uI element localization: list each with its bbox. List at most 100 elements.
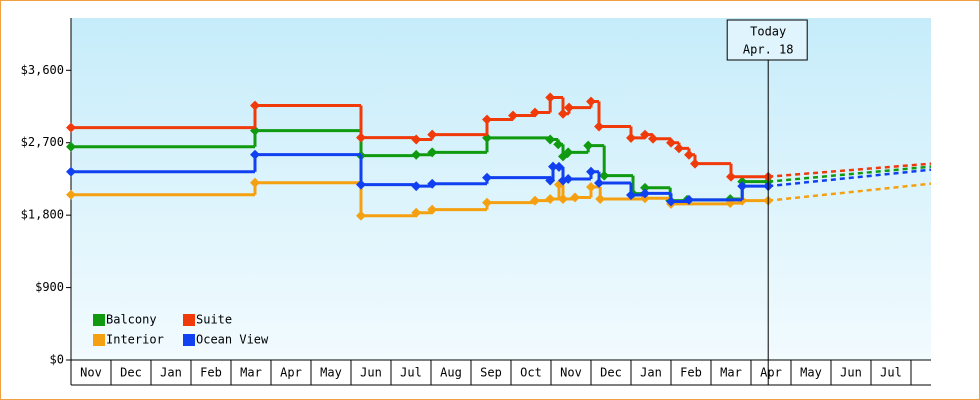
point xyxy=(545,194,556,205)
forecast-line xyxy=(768,168,932,188)
point xyxy=(530,195,540,206)
point xyxy=(586,96,596,107)
x-tick-label: Dec xyxy=(120,366,142,380)
point xyxy=(583,140,594,151)
point xyxy=(564,102,574,113)
y-tick-label: $3,600 xyxy=(21,63,64,77)
x-tick-label: Dec xyxy=(600,366,622,380)
point xyxy=(554,161,564,172)
point xyxy=(640,129,650,140)
point xyxy=(411,134,422,145)
point xyxy=(666,196,676,207)
point xyxy=(482,172,492,183)
legend-swatch xyxy=(93,314,105,326)
legend-swatch xyxy=(183,334,195,346)
point xyxy=(411,207,422,218)
today-box xyxy=(726,19,808,61)
point xyxy=(666,137,676,148)
y-tick-label: $2,700 xyxy=(21,135,64,149)
point xyxy=(66,141,76,152)
point xyxy=(586,182,596,192)
point xyxy=(545,92,556,103)
legend-label: Balcony xyxy=(106,313,157,327)
x-tick-label: Mar xyxy=(240,366,262,380)
plot-layer: $0 $900 $1,800 $2,700 $3,600 Nov Dec Jan Feb Mar A… xyxy=(21,18,932,386)
point xyxy=(482,197,492,208)
point xyxy=(558,108,568,119)
x-tick-label: Mar xyxy=(720,366,742,380)
point xyxy=(594,121,604,132)
point xyxy=(640,188,650,199)
x-tick-label: Sep xyxy=(480,366,502,380)
x-tick-label: Nov xyxy=(560,366,582,380)
point xyxy=(548,161,558,172)
point xyxy=(427,129,438,140)
point xyxy=(690,158,700,169)
x-tick-label: Jan xyxy=(640,366,662,380)
legend-swatch xyxy=(183,314,195,326)
step-segment xyxy=(687,198,743,202)
legend-label: Ocean View xyxy=(196,333,269,347)
point xyxy=(411,181,422,192)
point xyxy=(563,173,574,184)
legend-label: Interior xyxy=(106,333,164,347)
legend-label: Suite xyxy=(196,313,232,327)
x-tick-label: Feb xyxy=(200,366,222,380)
point xyxy=(545,134,556,145)
x-tick-label: Nov xyxy=(80,366,102,380)
today-label: Today xyxy=(750,25,786,39)
plot-area xyxy=(71,18,931,360)
point xyxy=(674,143,684,154)
point xyxy=(427,204,438,215)
point xyxy=(356,210,366,221)
point xyxy=(427,147,438,158)
point xyxy=(250,177,260,188)
y-tick-label: $1,800 xyxy=(21,208,64,222)
point xyxy=(737,181,748,192)
point xyxy=(545,175,556,186)
x-tick-label: Jan xyxy=(160,366,182,380)
point xyxy=(594,178,604,188)
point xyxy=(684,194,694,205)
point xyxy=(356,179,366,190)
point xyxy=(66,122,76,133)
point xyxy=(648,133,658,144)
point xyxy=(563,147,574,158)
forecast-line xyxy=(768,182,932,202)
point xyxy=(558,194,568,205)
point xyxy=(684,149,694,160)
point xyxy=(553,139,564,150)
legend-swatch xyxy=(93,334,105,346)
point xyxy=(599,170,610,181)
point xyxy=(595,194,606,205)
point xyxy=(586,166,596,177)
point xyxy=(250,149,260,160)
point xyxy=(66,189,76,200)
x-tick-label: Jul xyxy=(880,366,902,380)
x-tick-label: Feb xyxy=(680,366,702,380)
forecast-line xyxy=(768,165,932,183)
x-tick-label: Apr xyxy=(760,366,782,380)
x-tick-label: Apr xyxy=(280,366,302,380)
point xyxy=(570,192,580,203)
y-tick-label: $900 xyxy=(35,280,64,294)
today-label: Apr. 18 xyxy=(743,43,794,57)
x-tick-label: Jun xyxy=(840,366,862,380)
forecast-line xyxy=(768,162,932,178)
point xyxy=(726,171,736,182)
point xyxy=(427,178,438,189)
point xyxy=(640,182,650,193)
y-tick-label: $0 xyxy=(50,353,64,367)
point xyxy=(356,132,366,143)
x-tick-label: May xyxy=(320,366,342,380)
x-tick-label: Jun xyxy=(360,366,382,380)
x-tick-label: Oct xyxy=(520,366,542,380)
x-tick-label: Aug xyxy=(440,366,462,380)
point xyxy=(411,149,422,160)
x-tick-label: May xyxy=(800,366,822,380)
point xyxy=(530,107,540,118)
point xyxy=(66,166,76,177)
x-tick-label: Jul xyxy=(400,366,422,380)
